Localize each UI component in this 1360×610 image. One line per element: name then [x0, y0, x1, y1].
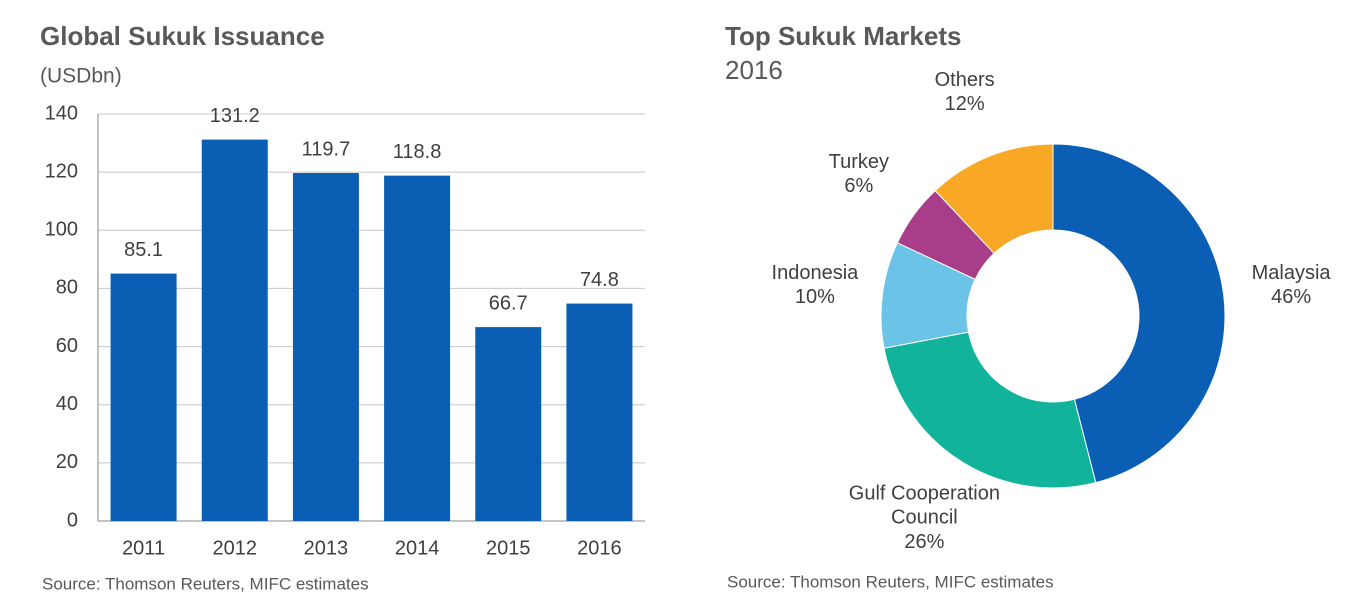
y-tick-label: 140: [45, 102, 78, 124]
data-label: 66.7: [489, 292, 528, 314]
chart-title: Top Sukuk Markets: [725, 21, 961, 51]
chart-title: Global Sukuk Issuance: [40, 21, 325, 51]
donut-segment: [883, 331, 1097, 489]
bar: [110, 273, 177, 521]
bar: [292, 173, 359, 521]
y-tick-label: 40: [56, 393, 78, 415]
data-label: 118.8: [393, 141, 442, 163]
source-note: Source: Thomson Reuters, MIFC estimates: [42, 574, 369, 593]
y-tick-label: 20: [56, 451, 78, 473]
data-label: 12%: [945, 93, 985, 115]
x-tick-label: 2015: [486, 537, 531, 559]
data-label: 119.7: [302, 138, 351, 160]
slice-label: Gulf Cooperation Council: [849, 483, 1000, 529]
data-label: 131.2: [210, 105, 260, 127]
x-tick-label: 2014: [395, 537, 440, 559]
chart-subtitle: 2016: [725, 55, 783, 85]
slice-label: Malaysia: [1252, 262, 1332, 284]
x-tick-label: 2012: [213, 537, 258, 559]
x-tick-label: 2013: [304, 537, 349, 559]
bar: [201, 139, 268, 521]
label-line: Gulf Cooperation: [849, 483, 1000, 505]
source-note: Source: Thomson Reuters, MIFC estimates: [727, 572, 1054, 591]
bar: [566, 303, 633, 521]
slice-label: Others: [935, 69, 995, 91]
chart-subtitle: (USDbn): [40, 65, 122, 88]
x-tick-label: 2011: [122, 537, 165, 559]
bar: [475, 327, 542, 521]
donut-segment: [934, 143, 1054, 255]
bar: [384, 175, 451, 522]
y-tick-label: 0: [67, 509, 78, 531]
data-label: 10%: [795, 286, 835, 308]
data-label: 85.1: [124, 239, 163, 261]
slice-label: Indonesia: [772, 262, 860, 284]
slice-label: Turkey: [829, 151, 889, 173]
y-tick-label: 100: [45, 219, 78, 241]
data-label: 6%: [844, 175, 873, 197]
y-tick-label: 120: [45, 160, 78, 182]
data-label: 46%: [1271, 286, 1311, 308]
y-tick-label: 60: [56, 335, 78, 357]
label-line: Council: [891, 507, 958, 529]
x-tick-label: 2016: [577, 537, 622, 559]
data-label: 74.8: [580, 269, 619, 291]
y-tick-label: 80: [56, 277, 78, 299]
data-label: 26%: [904, 531, 944, 553]
donut-segment: [1052, 143, 1226, 484]
